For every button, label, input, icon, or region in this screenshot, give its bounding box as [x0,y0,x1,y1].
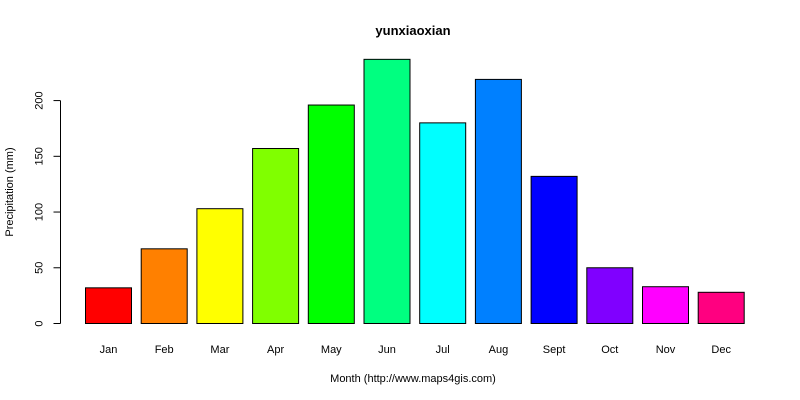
bar-aug [474,78,522,324]
bar-apr [252,148,300,324]
x-axis-labels: Jan Feb Mar Apr May Jun Jul Aug Sept Oct Nov Dec [100,344,732,356]
x-tick-label: Oct [601,344,618,356]
y-axis-label: Precipitation (mm) [4,147,16,236]
x-tick-label: Jun [378,344,396,356]
x-tick-label: May [321,344,342,356]
bar-dec [697,291,745,324]
x-tick-label: Sept [543,344,566,356]
y-axis: 0 50 100 150 200 [34,91,61,327]
bar-jan [85,287,132,324]
y-tick-label: 200 [34,91,46,109]
x-axis-label: Month (http://www.maps4gis.com) [330,373,496,385]
y-tick-label: 100 [34,203,46,221]
y-tick-label: 0 [34,320,46,326]
bar-mar [196,208,244,324]
bar-oct [586,267,634,324]
y-tick-label: 150 [34,147,46,165]
bar-jul [419,122,467,325]
chart-title: yunxiaoxian [375,23,450,38]
x-tick-label: Jan [100,344,118,356]
bar-nov [642,286,689,324]
y-tick-label: 50 [34,262,46,274]
x-tick-label: Jul [436,344,450,356]
x-tick-label: Mar [210,344,229,356]
bars [85,58,745,325]
bar-may [307,104,355,324]
x-tick-label: Nov [656,344,676,356]
x-tick-label: Feb [155,344,174,356]
x-tick-label: Dec [711,344,731,356]
x-tick-label: Apr [267,344,284,356]
bar-sept [530,175,578,324]
bar-jun [363,58,411,324]
x-tick-label: Aug [489,344,509,356]
bar-feb [140,248,188,324]
